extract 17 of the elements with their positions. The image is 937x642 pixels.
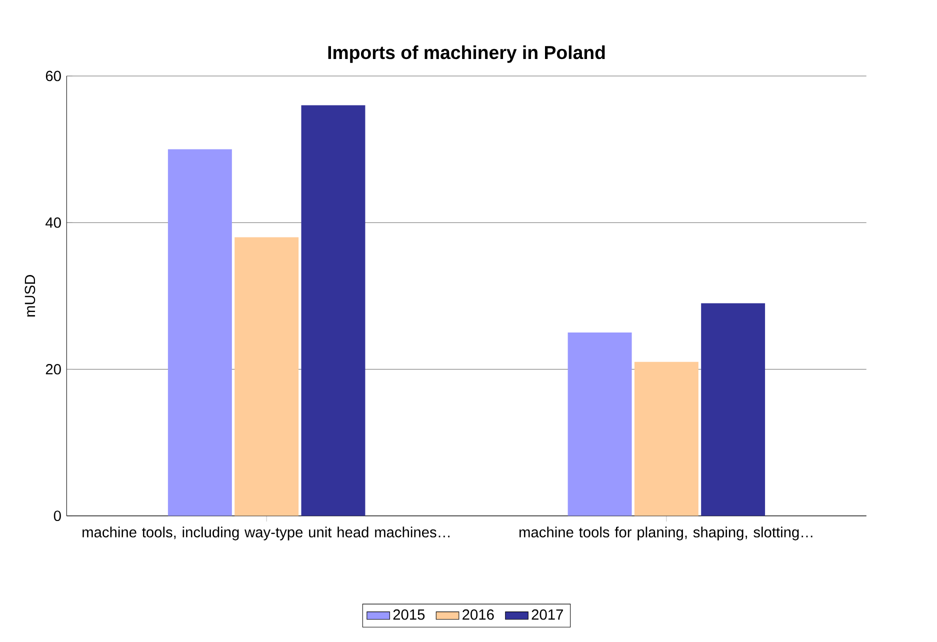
bar (568, 332, 632, 516)
bar (301, 105, 366, 516)
legend-label: 2017 (532, 609, 563, 620)
bar (168, 149, 232, 516)
y-tick-label: 0 (54, 510, 61, 521)
y-axis-title: mUSD (24, 274, 36, 316)
y-tick-label: 20 (46, 364, 61, 374)
legend-label: 2016 (462, 609, 494, 620)
x-tick-label: machine tools, including way-type unit head machines… (82, 526, 450, 540)
y-tick-label: 60 (46, 70, 61, 81)
y-tick-label: 40 (46, 217, 61, 228)
legend-label: 2015 (393, 609, 425, 620)
bar (634, 362, 698, 516)
bar (701, 303, 766, 516)
bar (234, 237, 299, 516)
chart-title: Imports of machinery in Poland (328, 45, 605, 63)
x-tick-label: machine tools for planing, shaping, slotting… (520, 526, 812, 540)
